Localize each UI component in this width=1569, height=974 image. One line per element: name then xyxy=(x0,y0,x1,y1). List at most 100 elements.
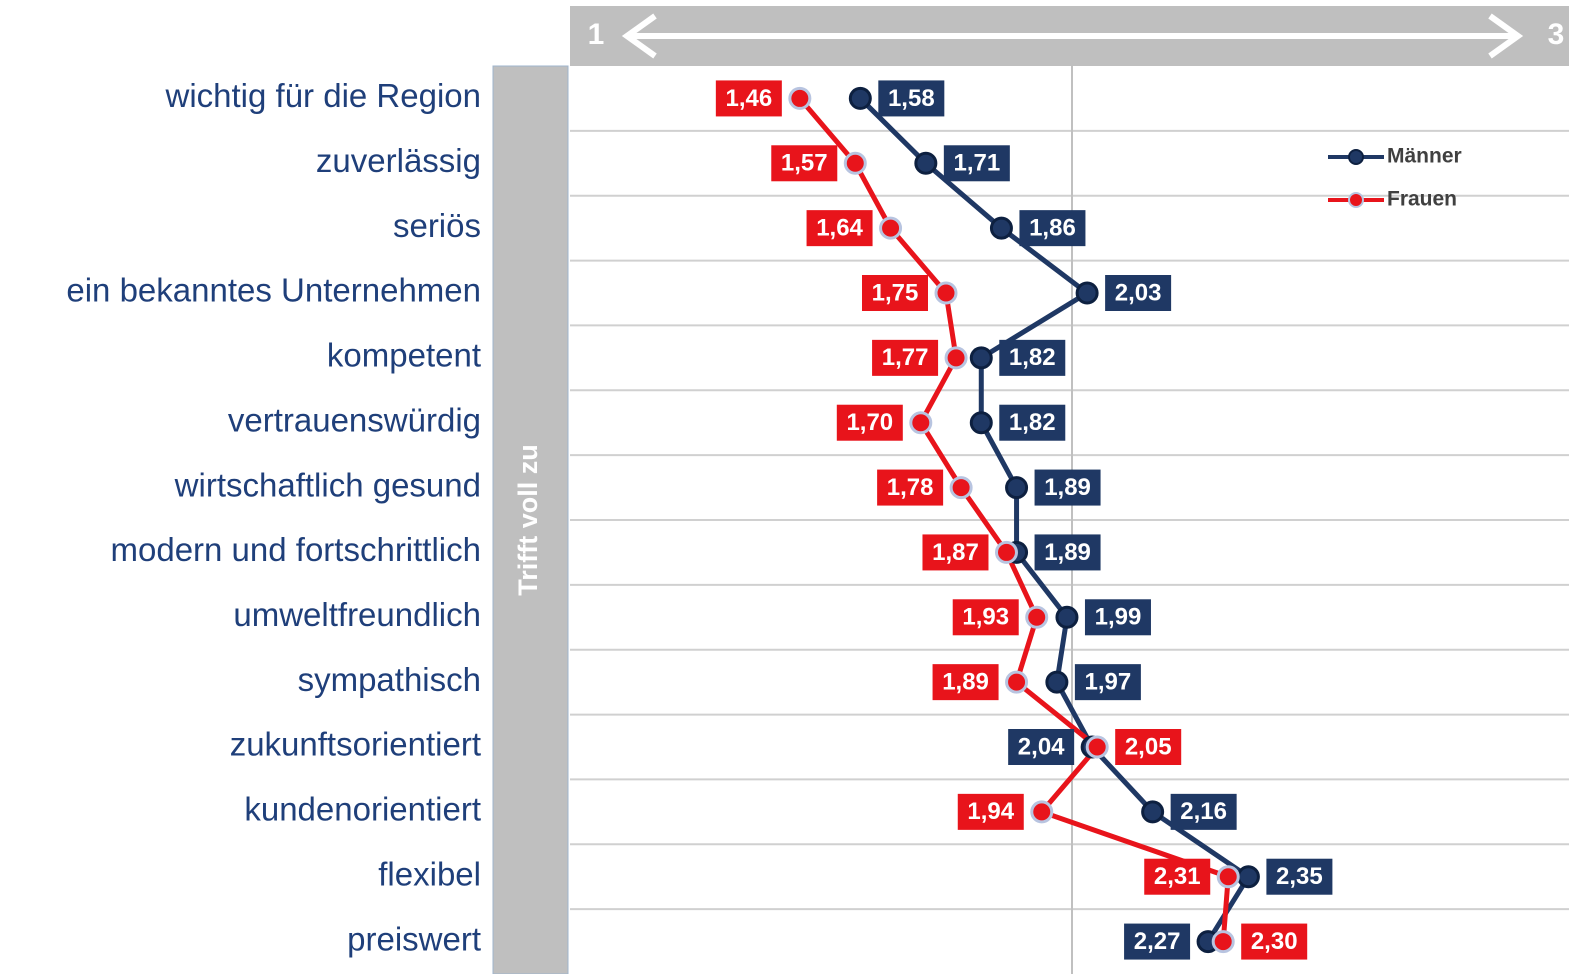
marker xyxy=(1005,476,1029,500)
category-label: ein bekanntes Unternehmen xyxy=(66,272,481,309)
value-label-box xyxy=(999,404,1066,441)
value-label-text: 2,03 xyxy=(1115,279,1162,306)
value-label-text: 1,57 xyxy=(781,150,828,177)
marker xyxy=(944,346,968,370)
value-label: 1,86 xyxy=(1019,210,1086,247)
value-label: 1,78 xyxy=(877,469,944,506)
value-label-box xyxy=(1266,858,1333,895)
value-label-box xyxy=(862,275,928,311)
marker xyxy=(1141,800,1165,824)
value-label-text: 1,89 xyxy=(1044,474,1091,501)
value-label-box xyxy=(806,210,873,247)
value-label: 1,99 xyxy=(1084,599,1151,636)
value-label: 1,89 xyxy=(1034,469,1101,506)
value-label-box xyxy=(922,534,989,571)
value-label-text: 1,89 xyxy=(942,668,989,695)
value-label-text: 1,82 xyxy=(1009,409,1056,436)
value-label-box xyxy=(1105,275,1172,311)
value-label-text: 1,71 xyxy=(953,150,1000,177)
category-label: sympathisch xyxy=(298,661,481,698)
category-label: seriös xyxy=(393,207,481,244)
marker xyxy=(949,476,973,500)
value-label-text: 1,77 xyxy=(882,344,929,371)
marker xyxy=(994,540,1018,564)
value-label-text: 2,27 xyxy=(1134,928,1181,955)
value-label-box xyxy=(943,145,1010,182)
category-label: wirtschaftlich gesund xyxy=(174,466,481,503)
category-label: preiswert xyxy=(347,920,481,957)
category-label: modern und fortschrittlich xyxy=(111,531,482,568)
marker xyxy=(843,151,867,175)
value-label-text: 1,75 xyxy=(872,279,919,306)
value-label-text: 1,89 xyxy=(1044,539,1091,566)
value-label-text: 1,58 xyxy=(888,85,935,112)
value-label-text: 1,99 xyxy=(1095,604,1142,631)
value-label: 1,58 xyxy=(878,80,945,117)
x-tick-label: 3 xyxy=(1548,18,1565,51)
value-label-box xyxy=(1115,729,1182,765)
value-label-text: 2,04 xyxy=(1018,733,1065,760)
category-label: umweltfreundlich xyxy=(233,596,481,633)
value-label: 2,16 xyxy=(1170,793,1237,830)
value-label: 1,93 xyxy=(952,599,1019,636)
value-label-text: 1,94 xyxy=(967,798,1014,825)
legend-marker xyxy=(1348,149,1364,165)
value-label: 1,87 xyxy=(922,534,989,571)
value-label-box xyxy=(1241,923,1308,960)
value-label: 1,82 xyxy=(999,339,1066,376)
value-label: 1,46 xyxy=(715,80,782,117)
marker xyxy=(914,151,938,175)
marker xyxy=(1045,670,1069,694)
category-label: zukunftsorientiert xyxy=(230,726,481,763)
value-label: 2,35 xyxy=(1266,858,1333,895)
value-label-box xyxy=(836,404,903,441)
x-tick-label: 1 xyxy=(588,18,605,51)
marker xyxy=(934,281,958,305)
legend-label: Frauen xyxy=(1387,188,1457,211)
double-arrow xyxy=(621,13,1524,59)
category-label: wichtig für die Region xyxy=(165,77,482,114)
value-label-box xyxy=(715,80,782,117)
value-label-text: 2,05 xyxy=(1125,733,1172,760)
value-label: 1,71 xyxy=(943,145,1010,182)
category-label: flexibel xyxy=(378,855,481,892)
value-label-text: 2,35 xyxy=(1276,863,1323,890)
value-label-box xyxy=(1084,599,1151,636)
value-label-text: 1,70 xyxy=(846,409,893,436)
value-label-text: 2,30 xyxy=(1251,928,1298,955)
marker xyxy=(989,216,1013,240)
value-label-box xyxy=(877,469,944,506)
value-label-box xyxy=(1144,858,1211,895)
legend-label: Männer xyxy=(1387,145,1462,168)
value-label: 1,70 xyxy=(836,404,903,441)
value-label-text: 1,93 xyxy=(962,604,1009,631)
value-label: 2,04 xyxy=(1008,729,1075,765)
value-label: 2,03 xyxy=(1105,275,1172,311)
marker xyxy=(969,411,993,435)
marker xyxy=(1085,735,1109,759)
value-label: 2,31 xyxy=(1144,858,1211,895)
category-label: zuverlässig xyxy=(316,142,481,179)
value-label-box xyxy=(878,80,945,117)
marker xyxy=(909,411,933,435)
value-label-box xyxy=(1170,793,1237,830)
marker xyxy=(1236,865,1260,889)
category-label: vertrauenswürdig xyxy=(228,401,481,438)
value-label: 1,82 xyxy=(999,404,1066,441)
value-label: 1,89 xyxy=(932,664,999,701)
value-label-box xyxy=(872,339,939,376)
value-label-text: 1,64 xyxy=(816,214,863,241)
marker xyxy=(1030,800,1054,824)
marker xyxy=(1025,605,1049,629)
value-label-text: 1,86 xyxy=(1029,214,1076,241)
value-label-box xyxy=(952,599,1019,636)
value-label-text: 1,97 xyxy=(1085,668,1132,695)
value-label-box xyxy=(957,793,1024,830)
marker xyxy=(969,346,993,370)
value-label: 1,89 xyxy=(1034,534,1101,571)
value-label-box xyxy=(1019,210,1086,247)
value-label-box xyxy=(771,145,838,182)
value-label: 1,64 xyxy=(806,210,873,247)
